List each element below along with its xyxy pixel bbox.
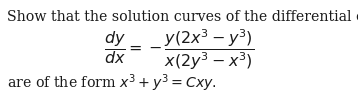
Text: are of the form $x^3 + y^3 = Cxy.$: are of the form $x^3 + y^3 = Cxy.$ [7,72,217,94]
Text: $\dfrac{dy}{dx} = -\dfrac{y(2x^3 - y^3)}{x(2y^3 - x^3)}$: $\dfrac{dy}{dx} = -\dfrac{y(2x^3 - y^3)}… [104,28,254,72]
Text: Show that the solution curves of the differential equation: Show that the solution curves of the dif… [7,10,358,24]
